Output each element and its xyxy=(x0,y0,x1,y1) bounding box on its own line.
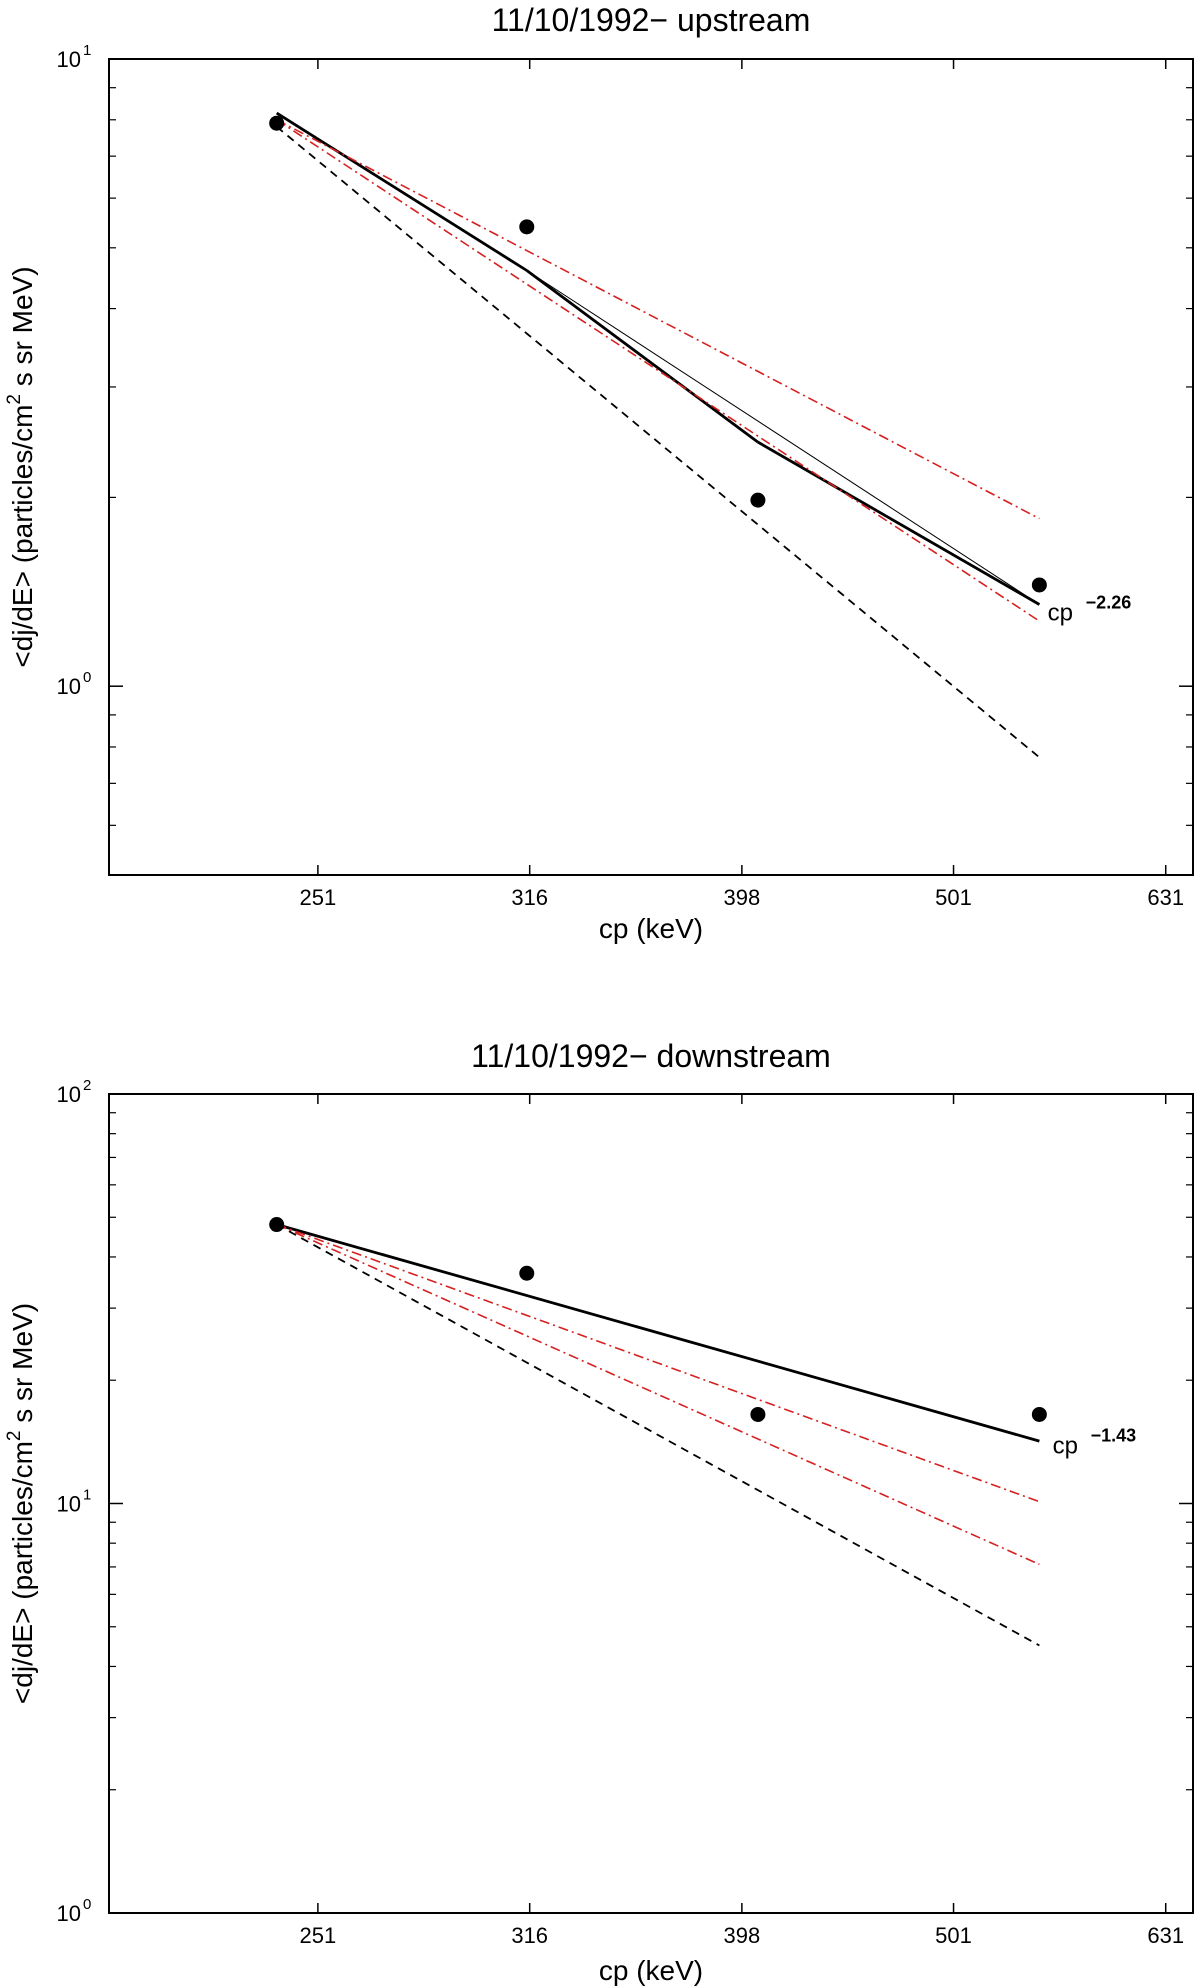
y-axis-label: <dj/dE> (particles/cm2 s sr MeV) xyxy=(4,266,38,667)
y-axis-label: <dj/dE> (particles/cm2 s sr MeV) xyxy=(4,1303,38,1704)
x-tick-label: 398 xyxy=(724,885,761,910)
data-point xyxy=(519,219,535,235)
y-tick-label-exponent: 0 xyxy=(83,1896,91,1913)
fit-line-solid-thin xyxy=(526,270,1040,605)
y-tick-label: 10 xyxy=(57,1082,81,1107)
y-tick-label: 10 xyxy=(57,1901,81,1926)
x-tick-label: 316 xyxy=(511,1923,548,1948)
fit-line-dashed xyxy=(276,126,1040,759)
x-tick-label: 501 xyxy=(935,885,972,910)
plot-frame xyxy=(108,58,1194,876)
x-tick-label: 501 xyxy=(935,1923,972,1948)
y-tick-label: 10 xyxy=(57,1492,81,1517)
data-point xyxy=(1031,1406,1047,1422)
fit-line-dashdot xyxy=(276,119,1040,622)
power-law-annotation: cp xyxy=(1048,599,1073,626)
fit-line-dashdot xyxy=(276,1223,1040,1503)
y-tick-label-exponent: 1 xyxy=(83,1487,91,1504)
x-tick-label: 316 xyxy=(511,885,548,910)
power-law-annotation: cp xyxy=(1053,1432,1078,1459)
data-point xyxy=(269,115,285,131)
x-tick-label: 631 xyxy=(1147,1923,1184,1948)
data-point xyxy=(269,1217,285,1233)
data-point xyxy=(519,1265,535,1281)
fit-line-solid-thick xyxy=(757,440,1041,606)
chart-title: 11/10/1992− downstream xyxy=(471,1038,831,1074)
x-tick-label: 398 xyxy=(724,1923,761,1948)
x-tick-label: 251 xyxy=(300,1923,337,1948)
data-point xyxy=(750,492,766,508)
y-tick-label-exponent: 1 xyxy=(83,42,91,59)
x-tick-label: 631 xyxy=(1147,885,1184,910)
y-tick-label-exponent: 0 xyxy=(83,669,91,686)
data-point xyxy=(1031,577,1047,593)
fit-line-solid-thick xyxy=(525,269,759,444)
fit-line-dashdot xyxy=(276,119,1040,520)
power-law-exponent: −1.43 xyxy=(1091,1425,1137,1445)
chart-title: 11/10/1992− upstream xyxy=(492,2,811,38)
power-law-exponent: −2.26 xyxy=(1086,592,1132,612)
downstream-panel: 11/10/1992− downstream cp (keV) <dj/dE> (p… xyxy=(4,1038,1194,1986)
x-axis-label: cp (keV) xyxy=(599,913,703,944)
fit-line-dashed xyxy=(276,1223,1040,1647)
y-tick-label: 10 xyxy=(57,47,81,72)
fit-line-solid-thick xyxy=(275,111,528,272)
y-tick-label-exponent: 2 xyxy=(83,1077,91,1094)
x-axis-label: cp (keV) xyxy=(599,1955,703,1986)
upstream-panel: 11/10/1992− upstream cp (keV) <dj/dE> (par… xyxy=(4,2,1194,944)
x-tick-label: 251 xyxy=(300,885,337,910)
y-tick-label: 10 xyxy=(57,674,81,699)
plot-frame xyxy=(108,1093,1194,1914)
fit-line-solid-thick xyxy=(276,1223,1040,1443)
data-point xyxy=(750,1406,766,1422)
fit-line-dashdot xyxy=(276,1223,1040,1566)
